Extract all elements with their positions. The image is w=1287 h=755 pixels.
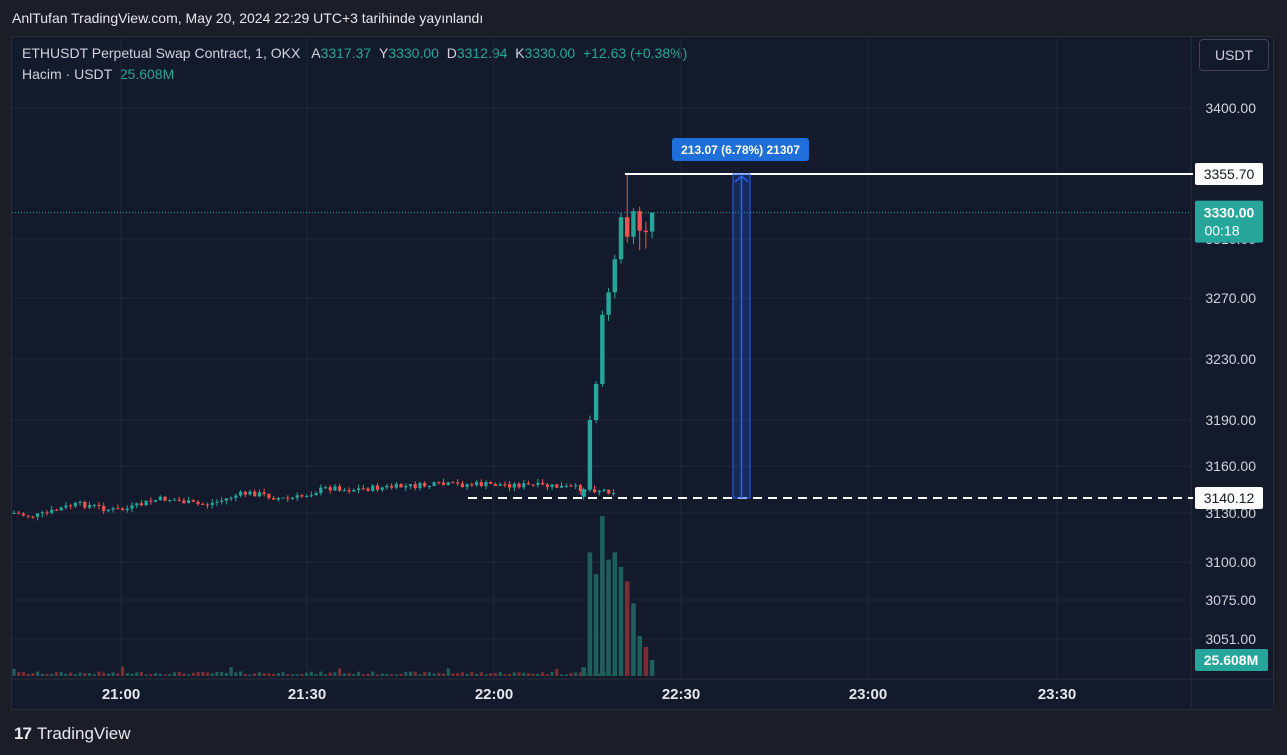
volume-legend: Hacim · USDT 25.608M [22, 66, 174, 82]
high-value: 3330.00 [388, 45, 439, 61]
currency-button[interactable]: USDT [1199, 39, 1269, 71]
published-line: AnlTufan TradingView.com, May 20, 2024 2… [12, 10, 484, 26]
low-label: D [446, 45, 457, 61]
open-label: A [311, 45, 321, 61]
volume-label: Hacim · USDT [22, 66, 112, 82]
tradingview-logo-icon: 17 [14, 724, 32, 743]
tradingview-brand: 17 TradingView [14, 724, 130, 744]
low-value: 3312.94 [456, 45, 508, 61]
brand-name: TradingView [36, 724, 131, 743]
open-value: 3317.37 [320, 45, 372, 61]
symbol-legend: ETHUSDT Perpetual Swap Contract, 1, OKX … [22, 45, 687, 61]
close-label: K [515, 45, 525, 61]
volume-value: 25.608M [119, 66, 175, 82]
symbol-name[interactable]: ETHUSDT Perpetual Swap Contract, 1, OKX [22, 45, 301, 61]
close-value: 3330.00 [524, 45, 576, 61]
chart-pane[interactable] [11, 36, 1274, 710]
high-label: Y [378, 45, 389, 61]
change-value: +12.63 (+0.38%) [582, 45, 688, 61]
